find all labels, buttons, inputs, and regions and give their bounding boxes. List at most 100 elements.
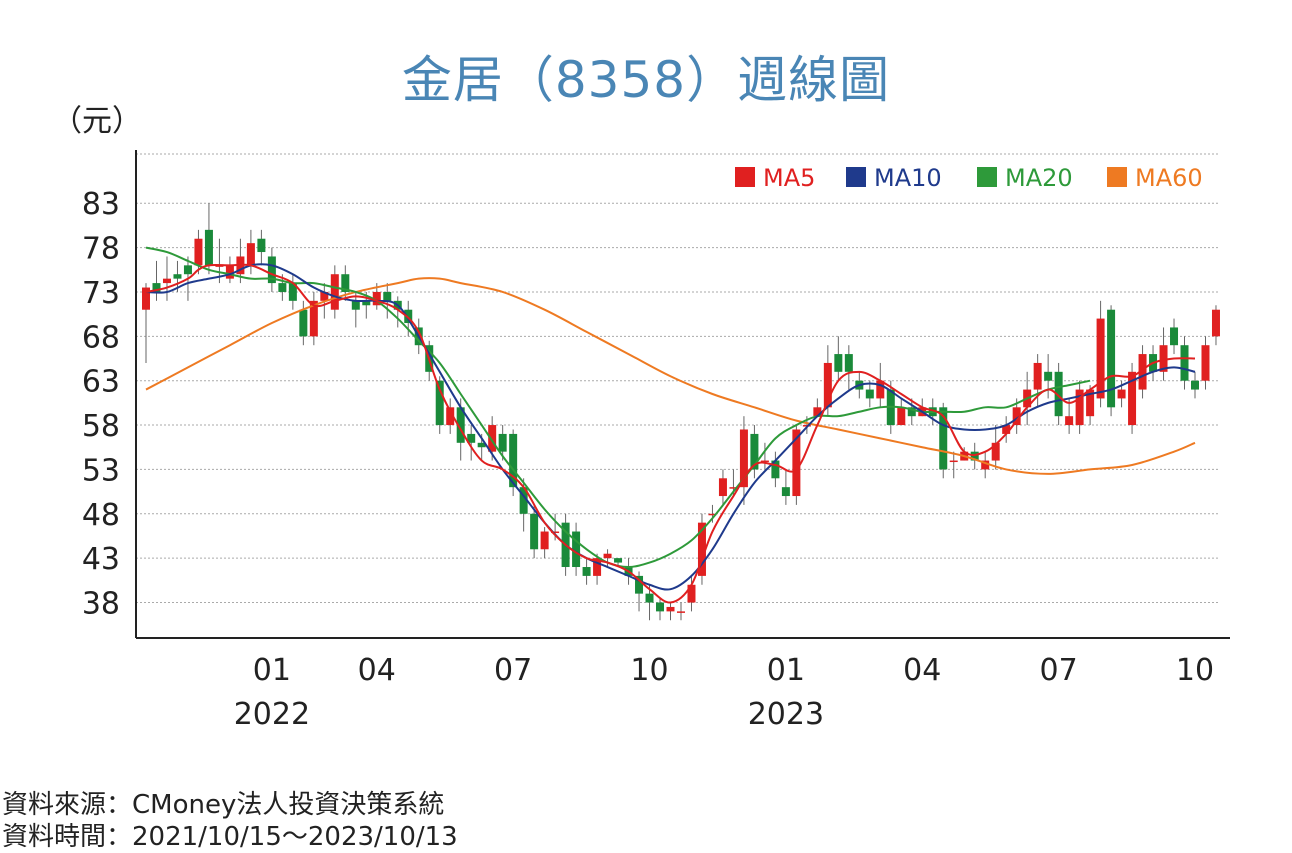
x-axis-ticks: 01 2022 04 07 10 01 2023 04 07 10	[234, 653, 1214, 732]
y-axis-unit: （元）	[52, 104, 142, 139]
candle-body	[288, 283, 297, 301]
candle-body	[614, 558, 623, 563]
candle-body	[687, 584, 696, 603]
candle	[152, 260, 161, 301]
candle-body	[572, 531, 581, 568]
candle-body	[834, 354, 843, 372]
candle	[309, 291, 318, 346]
candle-body	[1033, 362, 1042, 390]
candle	[718, 469, 727, 505]
x-year-label: 2023	[748, 697, 824, 732]
ma60-line	[145, 277, 1196, 475]
candle	[813, 398, 822, 417]
candle-body	[1096, 318, 1105, 399]
x-year-label: 2022	[234, 697, 310, 732]
candle	[288, 274, 297, 310]
candle-body	[771, 460, 780, 479]
candle	[645, 584, 654, 621]
candle-body	[278, 283, 287, 292]
y-tick-label: 58	[82, 409, 120, 444]
candle-body	[876, 380, 885, 399]
candle-body	[949, 460, 958, 463]
candle	[572, 522, 581, 576]
candle-body	[676, 611, 685, 613]
x-tick-label: 10	[630, 653, 668, 688]
x-tick-label: 10	[1176, 653, 1214, 688]
legend-label-ma10: MA10	[874, 164, 942, 192]
candle	[1138, 345, 1147, 399]
candle	[1033, 354, 1042, 408]
candle-body	[519, 487, 528, 514]
axes	[135, 150, 1230, 639]
candle-body	[404, 309, 413, 324]
candle	[330, 265, 339, 319]
x-tick-label: 01	[253, 653, 291, 688]
candle-body	[173, 274, 182, 279]
candle-body	[341, 274, 350, 292]
y-tick-label: 53	[82, 453, 120, 488]
legend-swatch-ma10	[846, 167, 866, 187]
candle	[1191, 371, 1199, 399]
candle-body	[435, 380, 444, 426]
candle-body	[1159, 345, 1168, 372]
candle-body	[729, 487, 738, 489]
candle-body	[540, 531, 549, 550]
candle	[739, 416, 748, 505]
candle	[823, 345, 832, 417]
candle	[1159, 327, 1168, 381]
candle-body	[330, 274, 339, 310]
candle-body	[509, 433, 518, 488]
candle	[603, 549, 612, 568]
candle	[142, 283, 150, 363]
candle	[1180, 336, 1189, 390]
candle-body	[372, 291, 381, 306]
y-tick-label: 48	[82, 498, 120, 533]
candle-body	[299, 309, 308, 337]
candle-body	[1170, 327, 1179, 346]
candle-body	[1086, 389, 1095, 417]
candle-body	[981, 460, 990, 470]
candle	[781, 469, 790, 505]
candle	[981, 451, 990, 479]
candle	[991, 425, 1000, 470]
candle	[194, 229, 203, 275]
candle	[1211, 305, 1220, 346]
ma20-line	[145, 246, 1091, 569]
candle-body	[1065, 416, 1074, 426]
candle-body	[246, 243, 255, 266]
candle	[635, 571, 644, 612]
candle	[204, 203, 213, 275]
candle	[509, 429, 518, 497]
candle	[530, 504, 539, 559]
candle	[446, 398, 455, 434]
candle-body	[309, 300, 318, 337]
candle-body	[1138, 354, 1147, 390]
candle-body	[1211, 309, 1220, 337]
candle-body	[635, 575, 644, 594]
candle-body	[183, 265, 192, 275]
legend-label-ma5: MA5	[763, 164, 815, 192]
x-tick-label: 01	[767, 653, 805, 688]
candle-body	[194, 238, 203, 266]
candle-body	[593, 558, 602, 576]
candle	[1054, 362, 1063, 426]
candle	[267, 247, 276, 292]
y-tick-label: 73	[82, 276, 120, 311]
candle-body	[456, 407, 465, 443]
candle	[1170, 318, 1179, 355]
candle	[1075, 380, 1084, 434]
candle	[1201, 336, 1210, 390]
data-source-note: 資料來源：CMoney法人投資決策系統	[2, 790, 445, 820]
candle	[970, 442, 979, 470]
candle	[540, 527, 549, 559]
candle	[1107, 305, 1116, 417]
candle	[1044, 354, 1053, 399]
candle	[844, 345, 853, 390]
candle-body	[551, 531, 560, 534]
y-tick-label: 38	[82, 587, 120, 622]
candle	[676, 602, 685, 621]
candle-body	[991, 442, 1000, 461]
legend: MA5 MA10 MA20 MA60	[735, 164, 1203, 192]
candle	[467, 425, 476, 461]
candle-body	[1012, 407, 1021, 426]
